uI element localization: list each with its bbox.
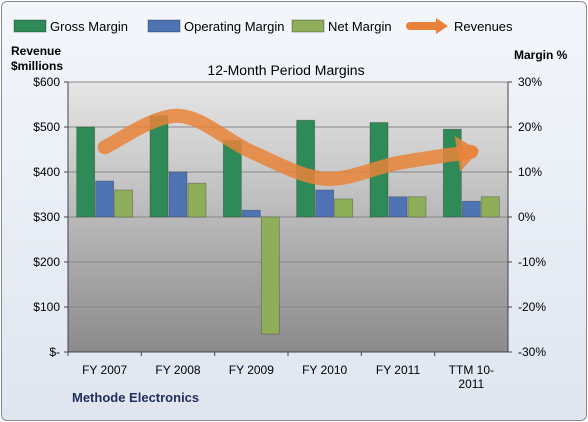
bar-net-margin (407, 196, 427, 218)
bar-net-margin (260, 216, 280, 335)
legend-swatch-gross-margin (13, 19, 47, 33)
chart-title: 12-Month Period Margins (207, 62, 364, 78)
category-label: TTM 10- (449, 363, 494, 377)
left-tick-label: $100 (33, 300, 60, 314)
left-tick-label: $600 (33, 75, 60, 89)
category-label: FY 2011 (376, 363, 421, 377)
legend-label: Net Margin (328, 19, 392, 34)
category-label: FY 2007 (82, 363, 127, 377)
right-tick-label: -10% (518, 255, 546, 269)
category-label: FY 2009 (229, 363, 274, 377)
bar-operating-margin (315, 189, 335, 218)
legend: Gross Margin Operating Margin Net Margin Re… (13, 18, 513, 34)
legend-label: Operating Margin (184, 19, 284, 34)
revenue-arrow-head (454, 136, 480, 172)
category-label: FY 2008 (155, 363, 200, 377)
left-tick-label: $400 (33, 165, 60, 179)
right-tick-label: -30% (518, 345, 546, 359)
revenue-line (97, 108, 480, 186)
left-tick-label: $- (49, 345, 60, 359)
left-tick-label: $500 (33, 120, 60, 134)
legend-label: Revenues (454, 19, 513, 34)
bar-operating-margin (168, 171, 188, 218)
left-axis-label-line1: Revenue (11, 44, 61, 58)
category-label: FY 2010 (302, 363, 347, 377)
company-name: Methode Electronics (72, 390, 199, 405)
bar-net-margin (480, 196, 500, 218)
bar-operating-margin (241, 209, 261, 218)
bar-net-margin (334, 198, 354, 218)
bar-net-margin (114, 189, 134, 218)
right-axis-label: Margin % (514, 48, 568, 62)
bar-operating-margin (461, 200, 481, 218)
legend-swatch-operating-margin (147, 19, 181, 33)
right-tick-label: 30% (518, 75, 542, 89)
legend-arrow-revenues (436, 18, 448, 34)
bar-gross-margin (149, 115, 169, 218)
left-tick-label: $200 (33, 255, 60, 269)
right-tick-label: 10% (518, 165, 542, 179)
legend-swatch-net-margin (291, 19, 325, 33)
bar-gross-margin (76, 126, 96, 218)
category-label: 2011 (458, 377, 484, 391)
bar-net-margin (187, 182, 207, 218)
right-tick-label: 0% (518, 210, 536, 224)
revenue-line-path (97, 108, 479, 186)
left-tick-label: $300 (33, 210, 60, 224)
right-tick-label: -20% (518, 300, 546, 314)
bar-operating-margin (95, 180, 115, 218)
axes: $- -30% $100 -20% $200 -10% $300 0% $400 10% $500 2… (33, 75, 546, 391)
legend-label: Gross Margin (50, 19, 128, 34)
left-axis-label-line2: $millions (11, 59, 63, 73)
bar-operating-margin (388, 196, 408, 218)
right-tick-label: 20% (518, 120, 542, 134)
